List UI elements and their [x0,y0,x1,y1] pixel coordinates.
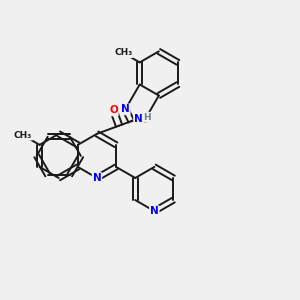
Text: N: N [93,173,101,183]
Text: O: O [109,106,118,116]
Text: CH₃: CH₃ [114,48,132,57]
Text: N: N [150,206,159,216]
Text: H: H [143,112,151,122]
Text: CH₃: CH₃ [14,131,32,140]
Text: S: S [140,116,148,125]
Text: N: N [121,104,130,114]
Text: N: N [134,113,143,124]
